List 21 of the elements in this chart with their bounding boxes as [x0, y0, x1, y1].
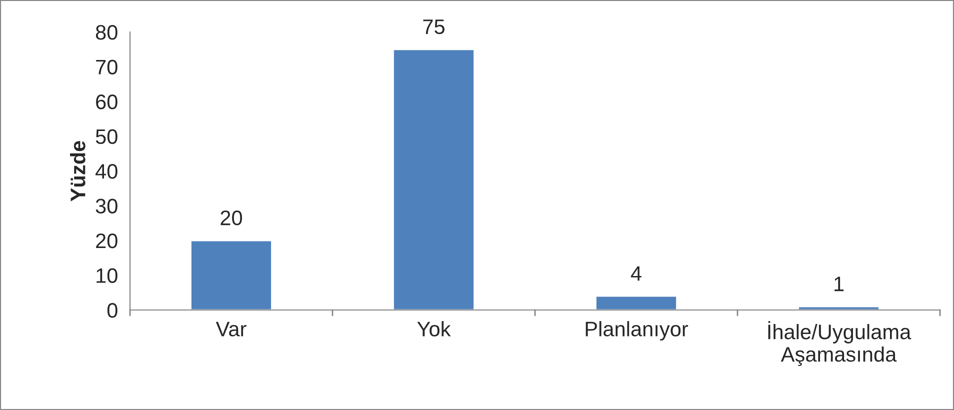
y-tick-label: 70 — [96, 60, 118, 75]
data-label: 1 — [834, 276, 844, 292]
y-tick-label: 60 — [96, 94, 118, 110]
data-label: 4 — [630, 266, 642, 281]
y-tick-label: 30 — [96, 198, 118, 214]
bar — [392, 48, 475, 310]
x-tick-label: Var — [216, 322, 246, 336]
data-label: 75 — [423, 20, 444, 34]
y-tick-label: 10 — [96, 268, 118, 284]
x-tick-label: Planlanıyor — [586, 321, 688, 341]
y-tick-label: 50 — [96, 129, 118, 144]
y-tick-label: 40 — [96, 164, 118, 179]
x-tick-label: Yok — [417, 321, 451, 336]
x-tick-label: İhale/Uygulama Aşamasında — [768, 321, 912, 366]
y-tick-label: 80 — [96, 25, 118, 40]
y-tick-label: 20 — [96, 234, 118, 248]
y-tick-label: 0 — [107, 303, 118, 318]
bar — [190, 240, 272, 310]
y-axis-title: Yüzde — [70, 141, 86, 202]
bar — [595, 295, 678, 310]
data-label: 20 — [220, 210, 242, 226]
